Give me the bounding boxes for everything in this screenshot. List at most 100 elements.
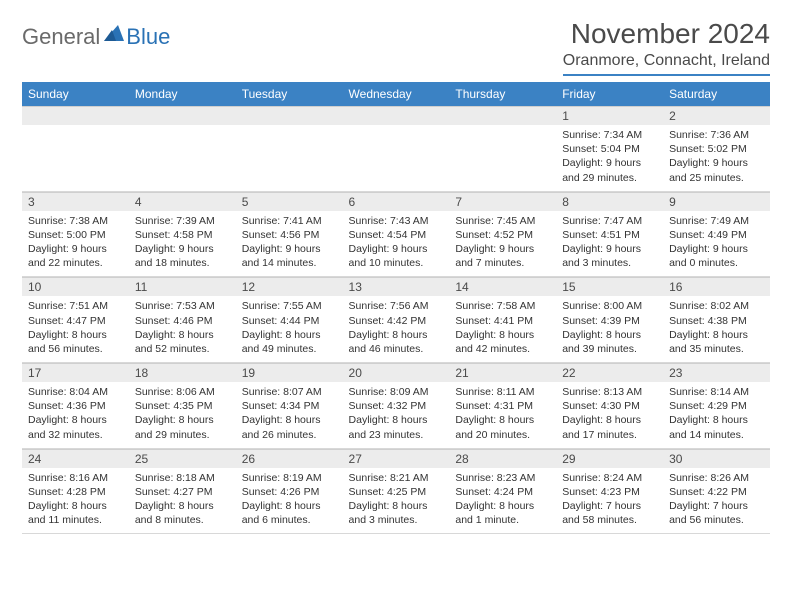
day-details [236, 125, 343, 183]
logo: General Blue [22, 18, 170, 50]
weekday-header: Tuesday [236, 82, 343, 106]
calendar-day-cell [22, 106, 129, 191]
calendar-day-cell: 5Sunrise: 7:41 AMSunset: 4:56 PMDaylight… [236, 191, 343, 277]
calendar-day-cell: 2Sunrise: 7:36 AMSunset: 5:02 PMDaylight… [663, 106, 770, 191]
day-details: Sunrise: 8:21 AMSunset: 4:25 PMDaylight:… [343, 468, 450, 534]
weekday-header-row: Sunday Monday Tuesday Wednesday Thursday… [22, 82, 770, 106]
day-number: 23 [663, 363, 770, 382]
day-details: Sunrise: 7:36 AMSunset: 5:02 PMDaylight:… [663, 125, 770, 191]
day-number: 19 [236, 363, 343, 382]
day-details: Sunrise: 8:23 AMSunset: 4:24 PMDaylight:… [449, 468, 556, 534]
day-number: 9 [663, 192, 770, 211]
day-number: 4 [129, 192, 236, 211]
day-number: 2 [663, 106, 770, 125]
day-number: 16 [663, 277, 770, 296]
calendar-day-cell: 18Sunrise: 8:06 AMSunset: 4:35 PMDayligh… [129, 363, 236, 449]
logo-mark-icon [104, 23, 124, 46]
day-details: Sunrise: 7:55 AMSunset: 4:44 PMDaylight:… [236, 296, 343, 362]
day-number [449, 106, 556, 125]
calendar-body: 1Sunrise: 7:34 AMSunset: 5:04 PMDaylight… [22, 106, 770, 534]
calendar-day-cell: 15Sunrise: 8:00 AMSunset: 4:39 PMDayligh… [556, 277, 663, 363]
calendar-day-cell: 8Sunrise: 7:47 AMSunset: 4:51 PMDaylight… [556, 191, 663, 277]
calendar-day-cell: 20Sunrise: 8:09 AMSunset: 4:32 PMDayligh… [343, 363, 450, 449]
day-details: Sunrise: 7:43 AMSunset: 4:54 PMDaylight:… [343, 211, 450, 277]
day-details: Sunrise: 8:26 AMSunset: 4:22 PMDaylight:… [663, 468, 770, 534]
day-number: 8 [556, 192, 663, 211]
weekday-header: Saturday [663, 82, 770, 106]
calendar-day-cell: 3Sunrise: 7:38 AMSunset: 5:00 PMDaylight… [22, 191, 129, 277]
calendar-day-cell: 11Sunrise: 7:53 AMSunset: 4:46 PMDayligh… [129, 277, 236, 363]
header: General Blue November 2024 Oranmore, Con… [22, 18, 770, 76]
day-details: Sunrise: 8:19 AMSunset: 4:26 PMDaylight:… [236, 468, 343, 534]
day-number [343, 106, 450, 125]
calendar-week-row: 17Sunrise: 8:04 AMSunset: 4:36 PMDayligh… [22, 363, 770, 449]
day-details: Sunrise: 7:45 AMSunset: 4:52 PMDaylight:… [449, 211, 556, 277]
day-number: 14 [449, 277, 556, 296]
logo-text-blue: Blue [126, 24, 170, 50]
calendar-day-cell: 21Sunrise: 8:11 AMSunset: 4:31 PMDayligh… [449, 363, 556, 449]
day-number [22, 106, 129, 125]
calendar-day-cell: 26Sunrise: 8:19 AMSunset: 4:26 PMDayligh… [236, 448, 343, 534]
calendar-day-cell: 25Sunrise: 8:18 AMSunset: 4:27 PMDayligh… [129, 448, 236, 534]
calendar-day-cell: 13Sunrise: 7:56 AMSunset: 4:42 PMDayligh… [343, 277, 450, 363]
day-details: Sunrise: 7:51 AMSunset: 4:47 PMDaylight:… [22, 296, 129, 362]
day-number: 18 [129, 363, 236, 382]
calendar-table: Sunday Monday Tuesday Wednesday Thursday… [22, 82, 770, 534]
calendar-day-cell [343, 106, 450, 191]
day-details: Sunrise: 7:58 AMSunset: 4:41 PMDaylight:… [449, 296, 556, 362]
day-number: 30 [663, 449, 770, 468]
weekday-header: Thursday [449, 82, 556, 106]
calendar-day-cell: 30Sunrise: 8:26 AMSunset: 4:22 PMDayligh… [663, 448, 770, 534]
weekday-header: Sunday [22, 82, 129, 106]
calendar-day-cell [129, 106, 236, 191]
calendar-day-cell [449, 106, 556, 191]
calendar-day-cell: 10Sunrise: 7:51 AMSunset: 4:47 PMDayligh… [22, 277, 129, 363]
calendar-week-row: 10Sunrise: 7:51 AMSunset: 4:47 PMDayligh… [22, 277, 770, 363]
calendar-week-row: 1Sunrise: 7:34 AMSunset: 5:04 PMDaylight… [22, 106, 770, 191]
day-number: 7 [449, 192, 556, 211]
calendar-day-cell: 22Sunrise: 8:13 AMSunset: 4:30 PMDayligh… [556, 363, 663, 449]
logo-text-general: General [22, 24, 100, 50]
day-details [449, 125, 556, 183]
location: Oranmore, Connacht, Ireland [563, 52, 770, 76]
day-number: 15 [556, 277, 663, 296]
calendar-day-cell [236, 106, 343, 191]
day-number: 25 [129, 449, 236, 468]
calendar-day-cell: 29Sunrise: 8:24 AMSunset: 4:23 PMDayligh… [556, 448, 663, 534]
calendar-day-cell: 19Sunrise: 8:07 AMSunset: 4:34 PMDayligh… [236, 363, 343, 449]
day-details: Sunrise: 7:47 AMSunset: 4:51 PMDaylight:… [556, 211, 663, 277]
day-number: 27 [343, 449, 450, 468]
day-details [22, 125, 129, 183]
day-number [236, 106, 343, 125]
day-number: 17 [22, 363, 129, 382]
calendar-day-cell: 9Sunrise: 7:49 AMSunset: 4:49 PMDaylight… [663, 191, 770, 277]
calendar-day-cell: 24Sunrise: 8:16 AMSunset: 4:28 PMDayligh… [22, 448, 129, 534]
calendar-day-cell: 16Sunrise: 8:02 AMSunset: 4:38 PMDayligh… [663, 277, 770, 363]
day-details: Sunrise: 8:18 AMSunset: 4:27 PMDaylight:… [129, 468, 236, 534]
day-number: 12 [236, 277, 343, 296]
title-block: November 2024 Oranmore, Connacht, Irelan… [563, 18, 770, 76]
day-details: Sunrise: 8:24 AMSunset: 4:23 PMDaylight:… [556, 468, 663, 534]
calendar-week-row: 24Sunrise: 8:16 AMSunset: 4:28 PMDayligh… [22, 448, 770, 534]
day-details: Sunrise: 8:13 AMSunset: 4:30 PMDaylight:… [556, 382, 663, 448]
calendar-day-cell: 1Sunrise: 7:34 AMSunset: 5:04 PMDaylight… [556, 106, 663, 191]
weekday-header: Monday [129, 82, 236, 106]
day-number: 5 [236, 192, 343, 211]
day-details: Sunrise: 8:04 AMSunset: 4:36 PMDaylight:… [22, 382, 129, 448]
day-number: 6 [343, 192, 450, 211]
day-details [343, 125, 450, 183]
day-number: 22 [556, 363, 663, 382]
calendar-day-cell: 27Sunrise: 8:21 AMSunset: 4:25 PMDayligh… [343, 448, 450, 534]
day-number: 26 [236, 449, 343, 468]
month-title: November 2024 [563, 18, 770, 50]
day-number: 24 [22, 449, 129, 468]
day-number: 21 [449, 363, 556, 382]
weekday-header: Wednesday [343, 82, 450, 106]
day-details: Sunrise: 8:07 AMSunset: 4:34 PMDaylight:… [236, 382, 343, 448]
calendar-day-cell: 17Sunrise: 8:04 AMSunset: 4:36 PMDayligh… [22, 363, 129, 449]
weekday-header: Friday [556, 82, 663, 106]
calendar-day-cell: 7Sunrise: 7:45 AMSunset: 4:52 PMDaylight… [449, 191, 556, 277]
day-details: Sunrise: 7:56 AMSunset: 4:42 PMDaylight:… [343, 296, 450, 362]
day-details: Sunrise: 8:14 AMSunset: 4:29 PMDaylight:… [663, 382, 770, 448]
calendar-day-cell: 12Sunrise: 7:55 AMSunset: 4:44 PMDayligh… [236, 277, 343, 363]
